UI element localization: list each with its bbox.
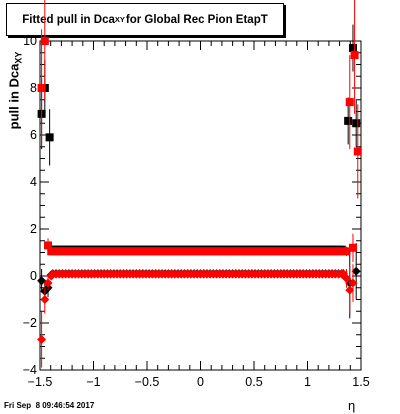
data-layer bbox=[37, 0, 362, 368]
chart-title-box: Fitted pull in Dca XY for Global Rec Pion… bbox=[6, 3, 284, 36]
red-width-point bbox=[40, 37, 49, 45]
black-width-point bbox=[344, 116, 353, 125]
red-mean-point bbox=[46, 271, 56, 281]
chart-title-subscript: XY bbox=[114, 15, 125, 24]
tick-layer: −1.5 −1 −0.5 0 0.5 1 1.5 −4 −2 0 2 4 6 8 10 bbox=[23, 34, 370, 389]
timestamp: Fri Sep 8 09:46:54 2017 bbox=[4, 401, 95, 410]
chart-title-suffix: for Global Rec Pion EtapT bbox=[125, 13, 268, 26]
x-tick-label: −1 bbox=[86, 375, 100, 389]
y-axis-label-subscript: XY bbox=[13, 51, 24, 64]
red-width-point bbox=[37, 84, 46, 92]
y-axis-label-main: pull in Dca bbox=[6, 63, 22, 130]
y-tick-label: 6 bbox=[30, 128, 37, 142]
y-tick-label: 0 bbox=[30, 269, 37, 283]
red-width-point bbox=[337, 247, 346, 256]
red-width-point bbox=[350, 51, 359, 60]
y-tick-label: −4 bbox=[23, 363, 37, 377]
x-tick-label: 0.5 bbox=[245, 375, 262, 389]
x-tick-label: 1 bbox=[304, 375, 311, 389]
x-tick-label: 1.5 bbox=[352, 375, 369, 389]
y-tick-label: 8 bbox=[30, 81, 37, 95]
x-tick-label: −0.5 bbox=[135, 375, 160, 389]
x-tick-label: −1.5 bbox=[28, 375, 53, 389]
y-tick-label: 2 bbox=[30, 222, 37, 236]
red-width-point bbox=[353, 147, 362, 156]
y-tick-label: 10 bbox=[23, 34, 37, 48]
red-mean-point bbox=[342, 273, 352, 283]
y-tick-label: −2 bbox=[23, 316, 37, 330]
red-mean-point bbox=[37, 334, 47, 344]
x-axis-label: η bbox=[348, 398, 356, 413]
black-width-point bbox=[45, 133, 54, 142]
y-axis-label: pull in DcaXY bbox=[2, 30, 28, 160]
black-width-point bbox=[352, 119, 361, 128]
red-mean-point bbox=[40, 295, 50, 304]
red-width-point bbox=[44, 241, 53, 250]
axes-frame bbox=[39, 40, 362, 371]
y-tick-label: 4 bbox=[30, 175, 37, 189]
red-width-point bbox=[342, 247, 351, 256]
chart-title-prefix: Fitted pull in Dca bbox=[22, 13, 115, 26]
x-tick-label: 0 bbox=[197, 375, 204, 389]
red-mean-point bbox=[43, 278, 53, 288]
red-mean-point bbox=[345, 285, 355, 295]
red-mean-point bbox=[348, 278, 358, 288]
red-width-point bbox=[47, 247, 56, 256]
axes-box bbox=[39, 40, 362, 371]
red-width-point bbox=[348, 243, 357, 252]
black-mean-point bbox=[351, 266, 361, 276]
red-width-point bbox=[345, 98, 354, 107]
black-width-point bbox=[348, 44, 357, 53]
